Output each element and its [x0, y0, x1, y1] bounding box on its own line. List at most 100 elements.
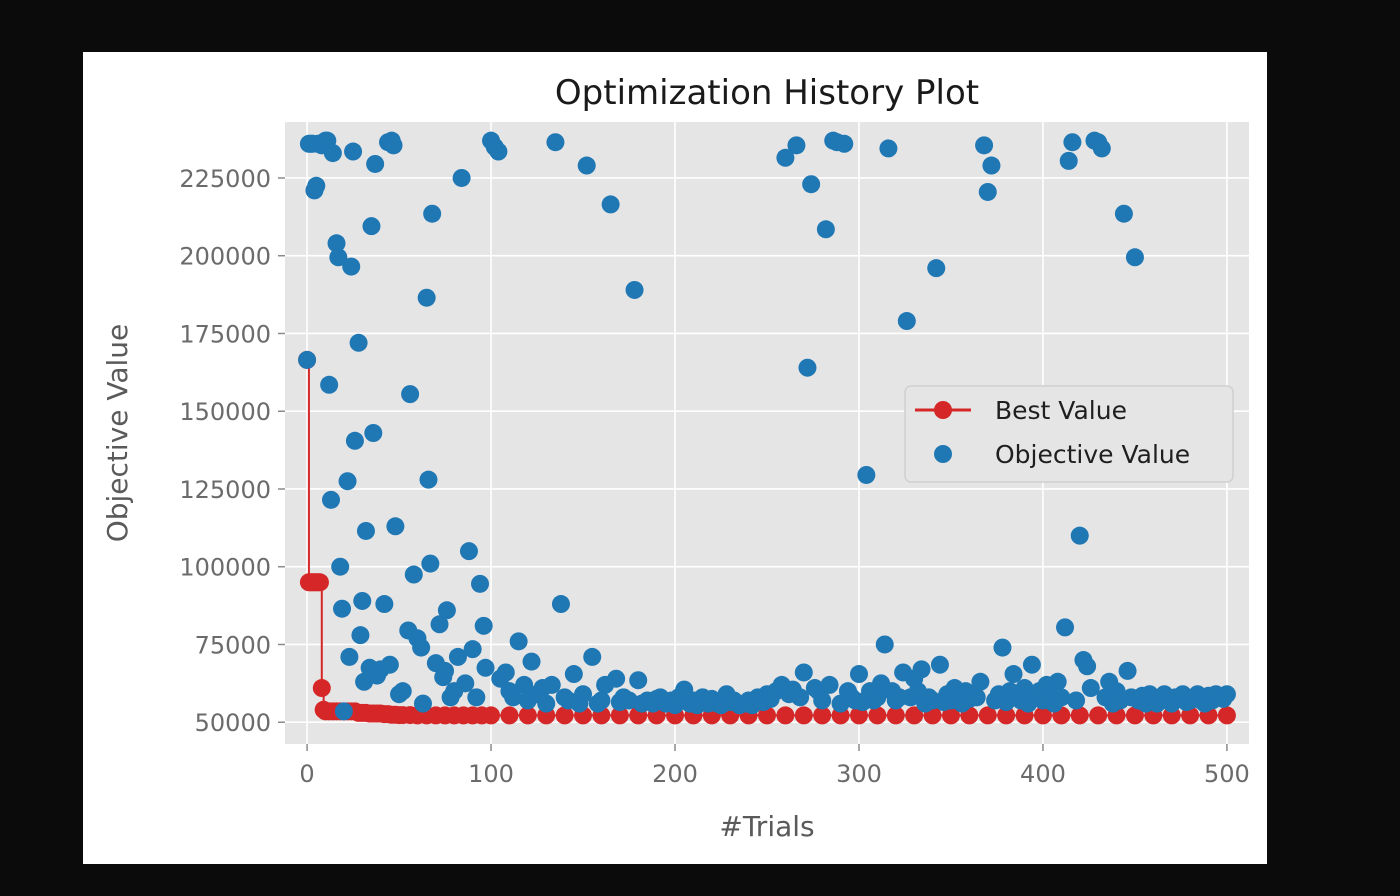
objective-value-point: [412, 638, 431, 657]
best-value-point: [482, 706, 501, 725]
x-axis-ticks: 0 100 200 300 400 500: [299, 744, 1250, 788]
x-tick-label: 400: [1020, 760, 1066, 788]
objective-value-point: [362, 217, 381, 236]
objective-value-point: [577, 156, 596, 175]
objective-value-point: [971, 672, 990, 691]
objective-value-point: [321, 490, 340, 509]
best-value-point: [1125, 706, 1144, 725]
objective-value-point: [340, 647, 359, 666]
objective-value-point: [912, 660, 931, 679]
legend-objective-marker: [934, 445, 952, 463]
objective-value-point: [476, 658, 495, 677]
objective-value-point: [515, 675, 534, 694]
objective-value-point: [421, 554, 440, 573]
y-tick-label: 150000: [179, 398, 271, 426]
objective-value-point: [456, 674, 475, 693]
legend-objective-label: Objective Value: [995, 440, 1190, 469]
objective-value-point: [380, 655, 399, 674]
objective-value-point: [342, 257, 361, 276]
objective-value-point: [574, 685, 593, 704]
best-value-point: [312, 679, 331, 698]
objective-value-point: [1081, 679, 1100, 698]
objective-value-point: [975, 136, 994, 155]
objective-value-point: [978, 182, 997, 201]
objective-value-point: [436, 661, 455, 680]
objective-value-point: [401, 385, 420, 404]
objective-value-point: [331, 557, 350, 576]
objective-value-point: [338, 472, 357, 491]
objective-value-point: [1078, 657, 1097, 676]
objective-value-point: [419, 470, 438, 489]
objective-value-point: [1048, 672, 1067, 691]
objective-value-point: [298, 350, 317, 369]
objective-value-point: [474, 616, 493, 635]
y-tick-label: 75000: [195, 631, 271, 659]
objective-value-point: [542, 675, 561, 694]
objective-value-point: [384, 136, 403, 155]
objective-value-point: [448, 647, 467, 666]
objective-value-point: [356, 521, 375, 540]
objective-value-point: [404, 565, 423, 584]
objective-value-point: [417, 288, 436, 307]
x-tick-label: 200: [652, 760, 698, 788]
objective-value-point: [798, 358, 817, 377]
objective-value-point: [546, 133, 565, 152]
objective-value-point: [1114, 204, 1133, 223]
x-axis-label: #Trials: [719, 810, 814, 843]
best-value-point: [518, 706, 537, 725]
objective-value-point: [459, 542, 478, 561]
objective-value-point: [601, 195, 620, 214]
best-value-point: [978, 706, 997, 725]
objective-value-point: [351, 626, 370, 645]
objective-value-point: [564, 665, 583, 684]
objective-value-point: [583, 647, 602, 666]
objective-value-point: [551, 595, 570, 614]
objective-value-point: [1092, 139, 1111, 158]
objective-value-point: [794, 663, 813, 682]
best-value-point: [997, 706, 1016, 725]
objective-value-point: [927, 259, 946, 278]
objective-value-point: [364, 424, 383, 442]
objective-value-point: [320, 375, 339, 394]
objective-value-point: [967, 688, 986, 707]
objective-value-point: [437, 601, 456, 620]
best-value-point: [1033, 706, 1052, 725]
objective-value-point: [467, 688, 486, 707]
y-axis-ticks: 50000 75000 100000 125000 150000 175000 200000…: [179, 165, 285, 737]
legend: Best Value Objective Value: [904, 385, 1234, 483]
objective-value-point: [625, 280, 644, 299]
x-tick-label: 100: [468, 760, 514, 788]
best-value-point: [1089, 706, 1108, 725]
best-value-point: [555, 706, 574, 725]
objective-value-point: [334, 702, 353, 721]
objective-value-point: [791, 688, 810, 707]
chart-canvas: 0 100 200 300 400 500 50000 75000 100000 125000 1…: [83, 52, 1267, 864]
objective-value-point: [982, 156, 1001, 175]
best-value-point: [1070, 706, 1089, 725]
objective-value-point: [1059, 151, 1078, 170]
objective-value-point: [366, 154, 385, 173]
best-value-point: [610, 706, 629, 725]
objective-value-point: [930, 655, 949, 674]
objective-value-point: [307, 176, 326, 195]
objective-value-point: [452, 168, 471, 187]
objective-value-point: [393, 682, 412, 701]
objective-value-point: [1056, 618, 1075, 637]
chart-title: Optimization History Plot: [555, 73, 979, 113]
objective-value-point: [413, 694, 432, 713]
best-value-point: [813, 706, 832, 725]
objective-value-point: [813, 691, 832, 710]
y-tick-label: 200000: [179, 243, 271, 271]
objective-value-point: [868, 688, 887, 707]
objective-value-point: [1125, 248, 1144, 267]
objective-value-point: [787, 136, 806, 155]
objective-value-point: [820, 675, 839, 694]
objective-value-point: [1052, 688, 1071, 707]
y-tick-label: 225000: [179, 165, 271, 193]
best-value-point: [868, 706, 887, 725]
objective-value-point: [875, 635, 894, 654]
objective-value-point: [776, 148, 795, 167]
objective-value-point: [1070, 526, 1089, 545]
objective-value-point: [375, 595, 394, 614]
y-tick-label: 125000: [179, 476, 271, 504]
